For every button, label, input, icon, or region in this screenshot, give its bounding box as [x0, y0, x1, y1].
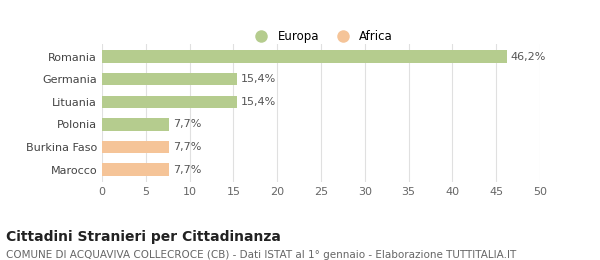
Bar: [102, 118, 169, 131]
Bar: [102, 50, 507, 63]
Text: 15,4%: 15,4%: [241, 97, 275, 107]
Bar: [102, 73, 237, 86]
Bar: [102, 96, 237, 108]
Legend: Europa, Africa: Europa, Africa: [244, 25, 398, 48]
Bar: [102, 141, 169, 153]
Text: 15,4%: 15,4%: [241, 74, 275, 84]
Text: Cittadini Stranieri per Cittadinanza: Cittadini Stranieri per Cittadinanza: [6, 230, 281, 244]
Text: 7,7%: 7,7%: [173, 165, 202, 174]
Text: 7,7%: 7,7%: [173, 119, 202, 129]
Text: 7,7%: 7,7%: [173, 142, 202, 152]
Bar: [102, 163, 169, 176]
Text: COMUNE DI ACQUAVIVA COLLECROCE (CB) - Dati ISTAT al 1° gennaio - Elaborazione TU: COMUNE DI ACQUAVIVA COLLECROCE (CB) - Da…: [6, 250, 516, 260]
Text: 46,2%: 46,2%: [510, 52, 545, 62]
